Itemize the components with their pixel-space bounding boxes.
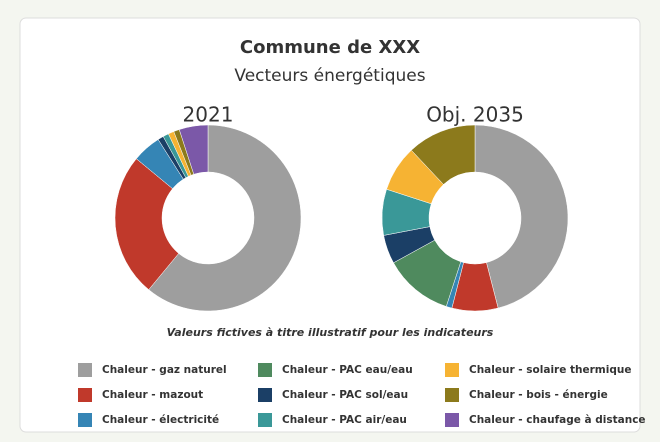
note: Valeurs fictives à titre illustratif pou… [167,326,494,339]
legend-label: Chaleur - chaufage à distance [469,414,646,426]
legend-swatch [445,413,459,427]
chart-title: 2021 [183,103,234,127]
page: {"title": "Commune de XXX", "subtitle": … [0,0,660,442]
legend-swatch [445,388,459,402]
legend-swatch [258,413,272,427]
chart: Commune de XXX Vecteurs énergétiques Val… [0,0,660,442]
legend-swatch [78,363,92,377]
legend-swatch [78,413,92,427]
legend-label: Chaleur - PAC eau/eau [282,364,413,376]
legend-swatch [78,388,92,402]
legend-label: Chaleur - gaz naturel [102,364,227,376]
legend-label: Chaleur - électricité [102,414,219,426]
legend-label: Chaleur - PAC sol/eau [282,389,408,401]
legend-swatch [445,363,459,377]
chart-title: Obj. 2035 [426,103,524,127]
legend-label: Chaleur - bois - énergie [469,389,608,401]
legend-label: Chaleur - solaire thermique [469,364,631,376]
legend-swatch [258,388,272,402]
title: Commune de XXX [240,37,420,58]
legend-label: Chaleur - PAC air/eau [282,414,407,426]
subtitle: Vecteurs énergétiques [234,66,425,86]
legend-swatch [258,363,272,377]
legend-label: Chaleur - mazout [102,389,203,401]
